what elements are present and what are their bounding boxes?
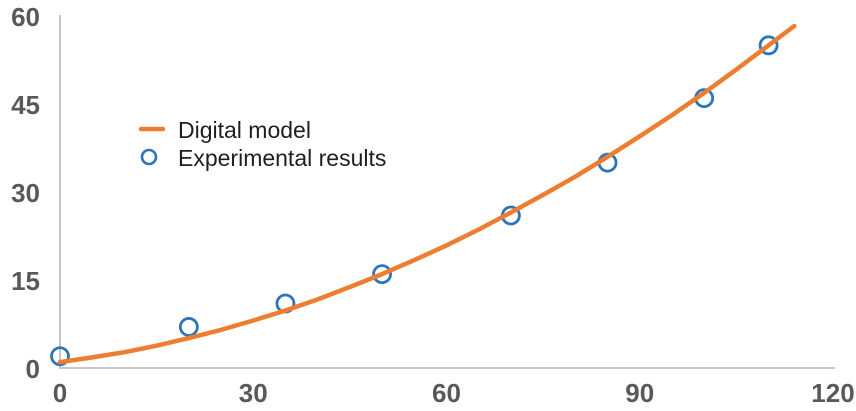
x-tick-label: 90	[625, 378, 654, 408]
model-line	[57, 23, 797, 365]
experimental-data-point	[50, 346, 70, 367]
x-tick-label: 0	[53, 378, 67, 408]
x-tick-label: 60	[432, 378, 461, 408]
experimental-data-point	[372, 264, 392, 285]
legend-label-digital-model: Digital model	[178, 117, 311, 143]
legend-label-experimental-results: Experimental results	[178, 145, 386, 171]
experimental-data-point	[178, 317, 199, 337]
y-tick-label: 45	[11, 90, 40, 120]
y-tick-label: 0	[26, 354, 40, 384]
y-tick-label: 60	[11, 2, 40, 32]
experimental-data-point	[758, 35, 779, 56]
x-tick-label: 30	[239, 378, 268, 408]
y-tick-label: 15	[11, 266, 40, 296]
y-tick-label: 30	[11, 178, 40, 208]
legend-circle-swatch	[140, 148, 158, 166]
x-tick-label: 120	[811, 378, 854, 408]
